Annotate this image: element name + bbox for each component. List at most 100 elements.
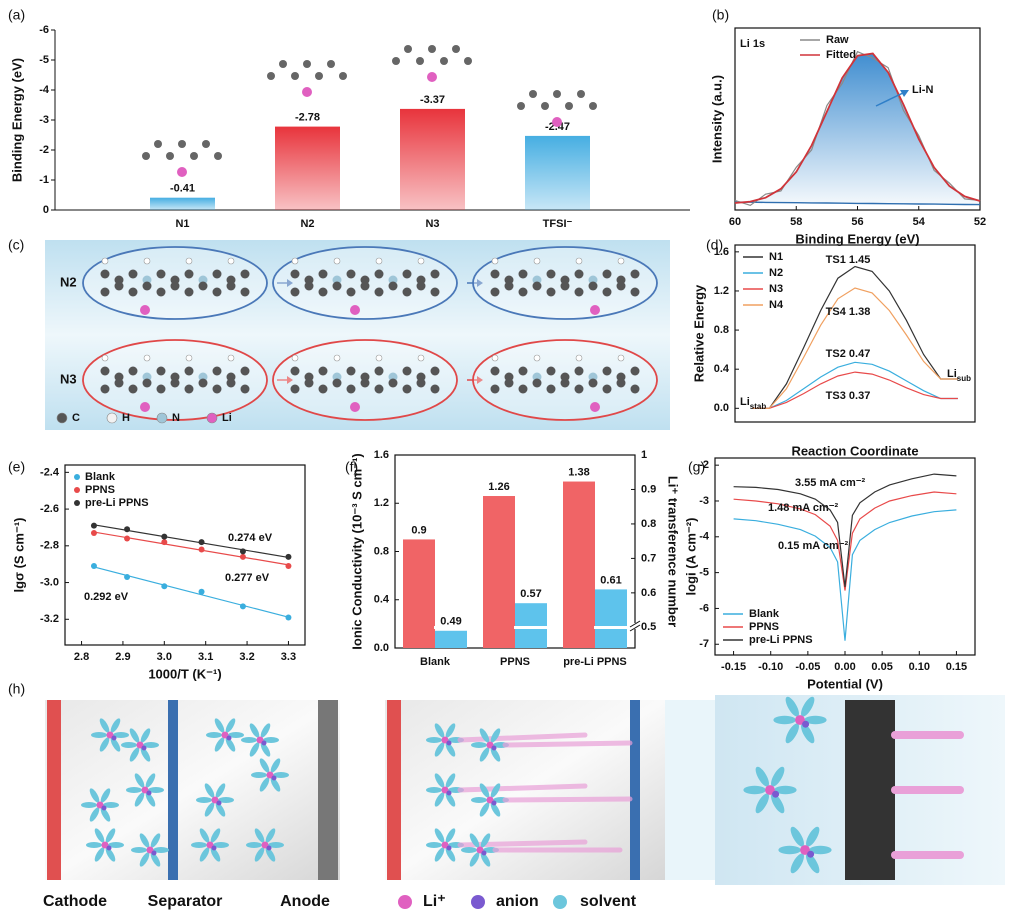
atom	[318, 287, 328, 297]
legend-swatch	[398, 895, 412, 909]
legend-label: Blank	[749, 608, 780, 620]
solvent	[490, 802, 501, 817]
axis-break	[514, 626, 548, 629]
atom	[214, 152, 222, 160]
line	[752, 265, 958, 409]
atom	[602, 269, 612, 279]
solvent	[143, 742, 159, 748]
atom	[140, 402, 150, 412]
anion	[106, 845, 112, 851]
solvent	[249, 742, 260, 757]
legend-label: N4	[769, 299, 784, 311]
atom	[302, 87, 312, 97]
separator	[630, 700, 640, 880]
legend-label: anion	[496, 893, 539, 910]
solvent	[100, 807, 111, 822]
atom	[402, 287, 412, 297]
value-label: 0.61	[600, 574, 621, 586]
solvent	[204, 783, 215, 798]
solvent	[215, 802, 226, 817]
plot-frame	[64, 464, 306, 646]
atom	[575, 257, 583, 265]
value-label: 0.9	[411, 524, 426, 536]
bar	[515, 603, 547, 648]
y-tick-label: 0.0	[714, 402, 729, 414]
atom	[416, 378, 426, 388]
y-tick-label: 1.2	[374, 497, 389, 509]
li-ion	[476, 846, 484, 854]
atom	[303, 60, 311, 68]
atom	[198, 378, 208, 388]
anion	[261, 740, 267, 746]
y-tick-label: -6	[39, 24, 49, 36]
atom	[360, 378, 370, 388]
atom	[533, 257, 541, 265]
solvent	[99, 718, 110, 733]
legend-swatch	[553, 895, 567, 909]
li-ion	[101, 841, 109, 849]
solvent	[785, 723, 799, 744]
x-axis-label: Reaction Coordinate	[791, 443, 918, 458]
atom	[602, 287, 612, 297]
y-axis-label: Intensity (a.u.)	[709, 75, 724, 163]
solvent	[260, 723, 271, 738]
atom	[574, 384, 584, 394]
atom	[374, 269, 384, 279]
solvent	[129, 747, 140, 762]
anion	[446, 790, 452, 796]
li-ion	[106, 731, 114, 739]
legend-label: N2	[769, 267, 783, 279]
label-sub: stab	[750, 402, 767, 411]
atom	[154, 140, 162, 148]
atom	[518, 287, 528, 297]
y-tick-label: 0.4	[714, 363, 730, 375]
atom	[156, 287, 166, 297]
li-ion	[211, 796, 219, 804]
solvent	[225, 718, 236, 733]
value-label: -0.41	[170, 183, 195, 195]
solvent	[490, 747, 501, 762]
atom	[575, 354, 583, 362]
legend-label: pre-Li PPNS	[85, 497, 149, 509]
solvent	[806, 826, 820, 847]
label-main: Li	[740, 396, 750, 408]
atom	[490, 287, 500, 297]
anion	[216, 800, 222, 806]
annotation: 0.292 eV	[84, 591, 129, 603]
panel-label: (a)	[8, 7, 25, 23]
anion	[226, 735, 232, 741]
line	[752, 361, 958, 409]
y-tick-label: 1.6	[714, 246, 729, 258]
solvent	[218, 797, 234, 803]
value-label: 1.38	[568, 466, 589, 478]
atom	[430, 287, 440, 297]
solvent	[471, 797, 487, 803]
y-tick-label: -2.8	[40, 540, 59, 552]
solvent	[134, 792, 145, 807]
solvent	[134, 773, 145, 788]
solvent	[445, 773, 456, 788]
atom	[452, 45, 460, 53]
atom	[616, 281, 626, 291]
point	[198, 539, 205, 546]
annotation: TS3 0.37	[826, 390, 871, 402]
solvent	[108, 842, 124, 848]
li-ion	[795, 715, 805, 725]
separator	[168, 700, 178, 880]
point	[285, 614, 292, 621]
y-tick-label: -3	[699, 495, 709, 507]
point	[239, 603, 246, 610]
solvent	[91, 732, 107, 738]
solvent	[140, 728, 151, 743]
atom	[315, 72, 323, 80]
cell-label: Anode	[280, 893, 330, 910]
li-ion	[96, 801, 104, 809]
y-tick-label: 0.8	[374, 545, 389, 557]
y-axis-label: lgσ (S cm⁻¹)	[11, 518, 26, 593]
solvent	[743, 785, 766, 795]
area-fill	[735, 53, 980, 205]
x-tick-label: 3.3	[281, 651, 296, 663]
atom	[491, 354, 499, 362]
solvent	[785, 696, 799, 717]
solvent	[434, 828, 445, 843]
